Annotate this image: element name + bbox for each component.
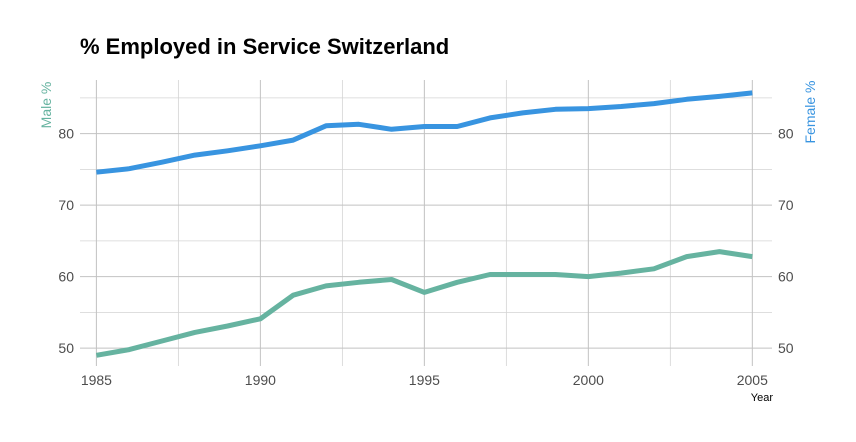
x-tick-label: 1995 [409,372,440,388]
y-tick-label-right: 80 [778,126,794,142]
data-point [684,97,689,102]
data-point [356,280,361,285]
data-point [127,166,132,171]
data-point [619,271,624,276]
y-axis-title-right: Female % [802,80,818,143]
y-tick-label-left: 80 [58,126,74,142]
data-point [750,254,755,259]
series-line-male [95,249,753,358]
right-y-axis-ticks: 50 60 70 80 [778,126,794,357]
data-point [487,115,492,120]
data-point [389,127,394,132]
y-tick-label-right: 60 [778,269,794,285]
x-tick-label: 1990 [245,372,276,388]
left-y-axis-ticks: 50 60 70 80 [58,126,74,357]
data-point [553,272,558,277]
data-point [553,107,558,112]
data-point [422,290,427,295]
x-tick-label: 1985 [81,372,112,388]
data-point [586,274,591,279]
data-point [389,277,394,282]
data-point [192,330,197,335]
data-point [750,90,755,95]
data-point [455,280,460,285]
y-tick-label-right: 70 [778,197,794,213]
data-point [258,143,263,148]
series-line-female [96,90,753,175]
y-axis-title-left: Male % [38,82,54,129]
data-point [323,283,328,288]
data-point [291,293,296,298]
series-layer [94,90,755,358]
y-tick-label-left: 60 [58,269,74,285]
chart-title: % Employed in Service Switzerland [80,34,450,59]
data-point [520,272,525,277]
data-point [487,272,492,277]
data-point [94,170,99,175]
data-point [651,266,656,271]
data-point [94,353,99,358]
data-point [291,138,296,143]
data-point [225,148,230,153]
data-point [717,94,722,99]
data-point [127,347,132,352]
data-point [356,122,361,127]
data-point [159,160,164,165]
x-axis-title: Year [751,392,774,404]
data-point [258,316,263,321]
y-tick-label-right: 50 [778,340,794,356]
data-point [225,323,230,328]
x-tick-label: 2000 [573,372,604,388]
data-point [619,104,624,109]
data-point [455,124,460,129]
data-point [684,254,689,259]
data-point [717,249,722,254]
data-point [520,110,525,115]
data-point [323,123,328,128]
x-axis-ticks: 1985 1990 1995 2000 2005 [81,372,768,388]
y-tick-label-left: 70 [58,197,74,213]
data-point [586,106,591,111]
grid [80,80,772,366]
y-tick-label-left: 50 [58,340,74,356]
data-point [159,338,164,343]
data-point [651,101,656,106]
data-point [422,124,427,129]
data-point [192,153,197,158]
x-tick-label: 2005 [737,372,768,388]
